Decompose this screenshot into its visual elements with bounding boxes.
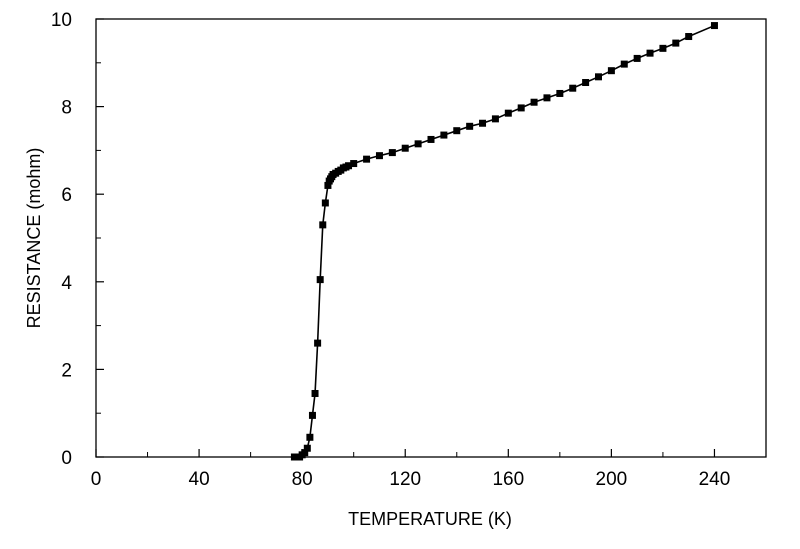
data-point	[530, 98, 538, 106]
data-point	[466, 122, 474, 130]
data-point	[414, 140, 422, 148]
data-point	[427, 135, 435, 143]
y-tick-label: 10	[51, 10, 72, 31]
data-point	[316, 276, 324, 284]
data-point	[556, 89, 564, 97]
tick-marks	[95, 18, 716, 458]
markers-group	[290, 22, 718, 461]
data-point	[633, 54, 641, 62]
x-tick-label: 80	[292, 469, 313, 490]
data-point	[375, 152, 383, 160]
data-point	[710, 22, 718, 30]
data-point	[607, 67, 615, 75]
x-tick-label: 40	[189, 469, 210, 490]
data-point	[517, 104, 525, 112]
data-point	[569, 84, 577, 92]
x-axis-title: TEMPERATURE (K)	[348, 509, 512, 529]
data-point	[479, 119, 487, 127]
data-point	[401, 144, 409, 152]
data-point	[314, 339, 322, 347]
data-point	[491, 115, 499, 123]
y-tick-label: 4	[61, 273, 72, 294]
x-tick-label: 160	[492, 469, 524, 490]
data-point	[672, 39, 680, 47]
axes	[95, 18, 767, 458]
data-point	[321, 199, 329, 207]
data-point	[659, 44, 667, 52]
data-point	[440, 131, 448, 139]
y-axis-title: RESISTANCE (mohm)	[24, 148, 44, 329]
data-point	[345, 162, 353, 170]
data-point	[646, 49, 654, 57]
series-line	[294, 24, 715, 458]
data-point	[595, 73, 602, 81]
x-tick-label: 240	[699, 469, 731, 490]
data-point	[620, 60, 628, 68]
x-tick-label: 200	[596, 469, 628, 490]
data-point	[319, 221, 327, 229]
data-point	[363, 155, 371, 163]
y-tick-label: 8	[61, 98, 72, 119]
tick-labels: 0 40 80 120 160 200 240 0 2 4 6 8 10	[51, 10, 730, 490]
x-tick-label: 0	[91, 469, 102, 490]
data-point	[311, 389, 319, 397]
data-point	[350, 160, 358, 168]
data-point	[685, 33, 693, 41]
x-tick-label: 120	[389, 469, 421, 490]
plot-frame	[95, 18, 767, 458]
data-point	[453, 127, 461, 135]
data-point	[306, 433, 314, 441]
data-point	[543, 94, 551, 102]
data-point	[324, 181, 332, 189]
data-point	[301, 449, 309, 457]
data-point	[303, 444, 311, 452]
data-point	[504, 109, 512, 117]
data-point	[308, 411, 316, 419]
y-tick-label: 6	[61, 185, 72, 206]
y-tick-label: 0	[61, 448, 72, 469]
data-point	[388, 149, 396, 157]
data-point	[582, 79, 590, 87]
y-tick-label: 2	[61, 360, 72, 381]
series-group	[294, 24, 715, 458]
